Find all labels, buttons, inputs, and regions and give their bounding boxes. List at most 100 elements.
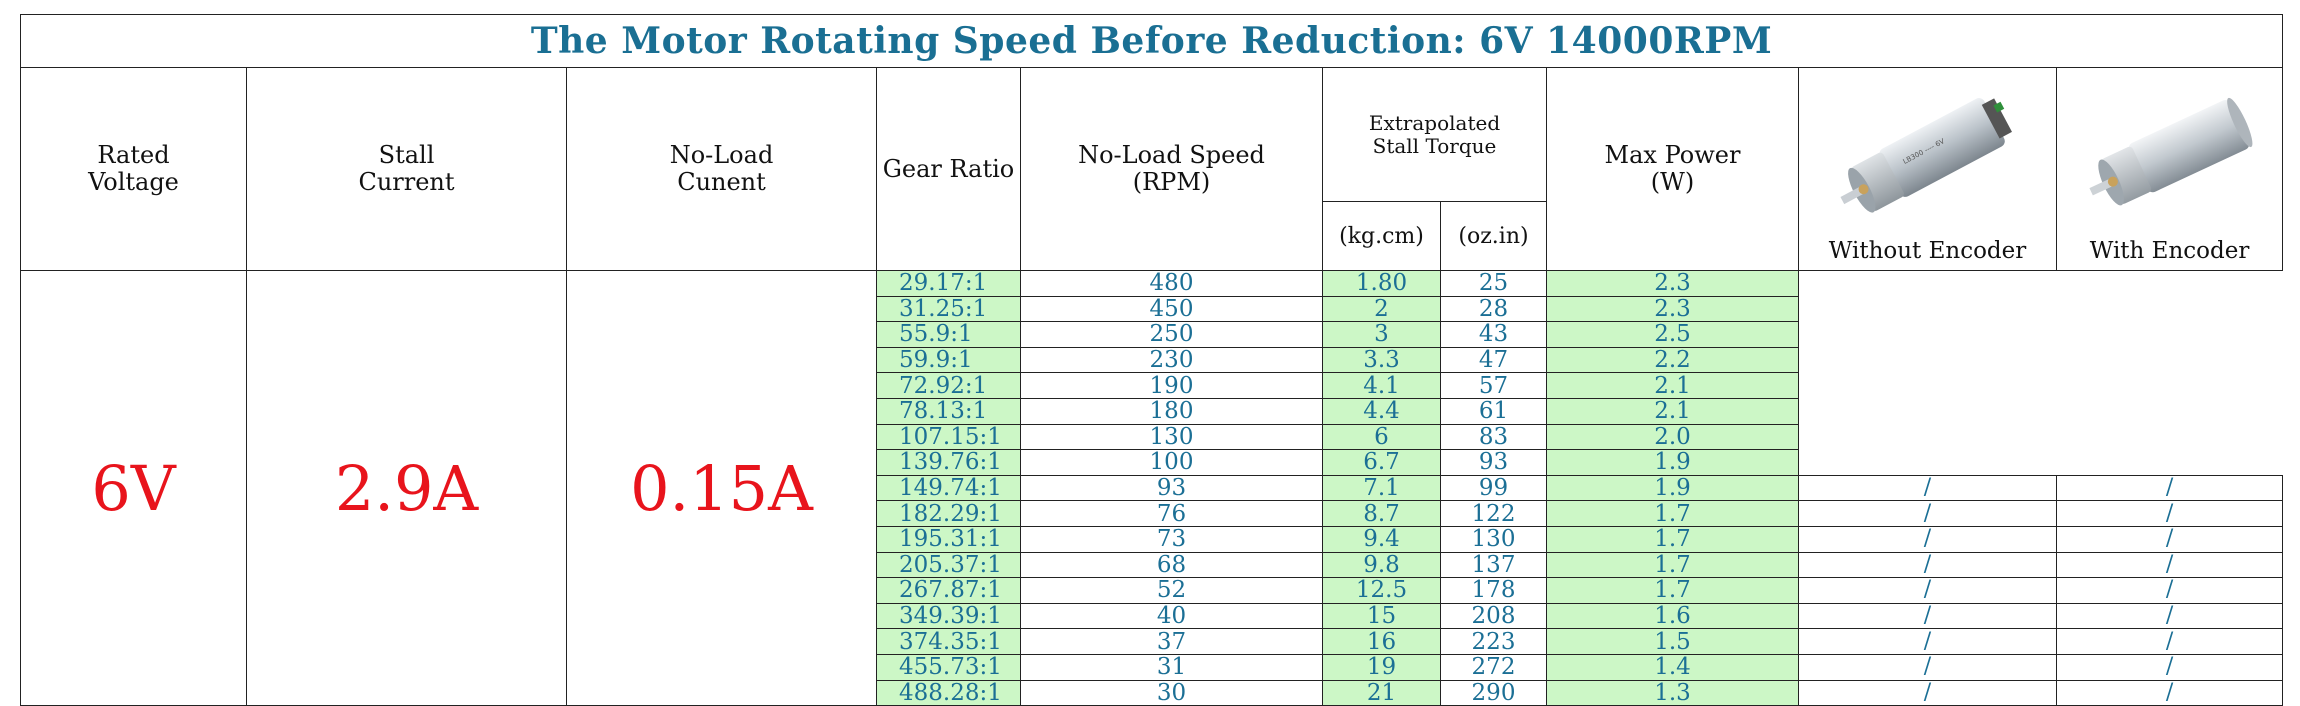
stall-torque-ozin-cell: 47 xyxy=(1440,346,1547,374)
stall-torque-kgcm-cell: 8.7 xyxy=(1322,500,1441,527)
stall-torque-ozin-cell: 43 xyxy=(1440,321,1547,348)
with-encoder-cell: / xyxy=(2055,474,2284,502)
no-load-speed-cell: 31 xyxy=(1020,653,1323,681)
table-row: 139.76:1 100 6.7 93 1.9 xyxy=(21,449,2283,476)
gear-ratio-cell: 374.35:1 xyxy=(876,628,1021,655)
stall-torque-ozin-cell: 178 xyxy=(1440,577,1547,604)
header-stall-current: Stall Current xyxy=(246,67,567,271)
gear-ratio-cell: 78.13:1 xyxy=(876,397,1021,425)
no-load-speed-cell: 100 xyxy=(1020,449,1323,476)
gear-ratio-cell: 59.9:1 xyxy=(876,346,1021,374)
no-load-speed-cell: 68 xyxy=(1020,551,1323,579)
gear-ratio-cell: 149.74:1 xyxy=(876,474,1021,502)
stall-torque-kgcm-cell: 9.4 xyxy=(1322,525,1441,553)
table-row: 72.92:1 190 4.1 57 2.1 xyxy=(21,372,2283,399)
max-power-cell: 1.9 xyxy=(1546,449,1799,476)
without-encoder-cell: / xyxy=(1798,474,2057,502)
max-power-cell: 1.7 xyxy=(1546,500,1799,527)
stall-torque-kgcm-cell: 3.3 xyxy=(1322,346,1441,374)
no-load-speed-cell: 450 xyxy=(1020,295,1323,323)
with-encoder-cell: / xyxy=(2055,577,2284,604)
spec-table-body: 6V 2.9A 0.15A 29.17:1 480 1.80 25 2.3 31.25:1 450… xyxy=(20,269,2284,706)
header-no-load-speed: No-Load Speed (RPM) xyxy=(1020,67,1323,271)
stall-torque-kgcm-cell: 12.5 xyxy=(1322,577,1441,604)
with-encoder-cell: / xyxy=(2055,679,2284,706)
max-power-cell: 2.0 xyxy=(1546,423,1799,451)
table-row: 107.15:1 130 6 83 2.0 xyxy=(21,423,2283,451)
table-row: 55.9:1 250 3 43 2.5 xyxy=(21,321,2283,348)
gear-ratio-cell: 205.37:1 xyxy=(876,551,1021,579)
spec-sheet: The Motor Rotating Speed Before Reductio… xyxy=(19,14,2284,706)
without-encoder-cell: / xyxy=(1798,551,2057,579)
without-encoder-cell: / xyxy=(1798,628,2057,655)
stall-torque-ozin-cell: 272 xyxy=(1440,653,1547,681)
stall-torque-ozin-cell: 83 xyxy=(1440,423,1547,451)
stall-torque-ozin-cell: 25 xyxy=(1440,270,1547,297)
gear-ratio-cell: 267.87:1 xyxy=(876,577,1021,604)
stall-torque-ozin-cell: 122 xyxy=(1440,500,1547,527)
gear-ratio-cell: 182.29:1 xyxy=(876,500,1021,527)
header-torque-kgcm: (kg.cm) xyxy=(1322,201,1441,271)
stall-torque-ozin-cell: 290 xyxy=(1440,679,1547,706)
header-max-power: Max Power (W) xyxy=(1546,67,1799,271)
max-power-cell: 1.4 xyxy=(1546,653,1799,681)
stall-current-value: 2.9A xyxy=(246,269,567,706)
table-row: 195.31:1 73 9.4 130 1.7// xyxy=(21,525,2284,553)
max-power-cell: 2.5 xyxy=(1546,321,1799,348)
no-load-current-value: 0.15A xyxy=(566,269,877,706)
stall-torque-kgcm-cell: 9.8 xyxy=(1322,551,1441,579)
with-encoder-cell: / xyxy=(2055,628,2284,655)
table-title: The Motor Rotating Speed Before Reductio… xyxy=(19,14,2284,68)
gear-ratio-cell: 488.28:1 xyxy=(876,679,1021,706)
without-encoder-cell: / xyxy=(1798,577,2057,604)
table-row: 6V 2.9A 0.15A 29.17:1 480 1.80 25 2.3 xyxy=(20,269,2283,706)
no-load-speed-cell: 52 xyxy=(1020,577,1323,604)
stall-torque-kgcm-cell: 19 xyxy=(1322,653,1441,681)
max-power-cell: 2.3 xyxy=(1546,295,1799,323)
with-encoder-cell: / xyxy=(2055,602,2284,630)
stall-torque-kgcm-cell: 16 xyxy=(1322,628,1441,655)
without-encoder-label: Without Encoder xyxy=(1828,238,2027,264)
with-encoder-cell: / xyxy=(2055,525,2284,553)
gear-ratio-cell: 349.39:1 xyxy=(876,602,1021,630)
max-power-cell: 1.7 xyxy=(1546,577,1799,604)
no-load-speed-cell: 93 xyxy=(1020,474,1323,502)
max-power-cell: 2.1 xyxy=(1546,372,1799,399)
stall-torque-kgcm-cell: 6 xyxy=(1322,423,1441,451)
gear-ratio-cell: 72.92:1 xyxy=(876,372,1021,399)
with-encoder-cell: / xyxy=(2055,551,2284,579)
gear-ratio-cell: 139.76:1 xyxy=(876,449,1021,476)
max-power-cell: 1.3 xyxy=(1546,679,1799,706)
stall-torque-kgcm-cell: 3 xyxy=(1322,321,1441,348)
motor-with-encoder-cell: With Encoder xyxy=(2055,67,2284,271)
header-torque-ozin: (oz.in) xyxy=(1440,201,1547,271)
without-encoder-cell: / xyxy=(1798,525,2057,553)
no-load-speed-cell: 180 xyxy=(1020,397,1323,425)
stall-torque-ozin-cell: 99 xyxy=(1440,474,1547,502)
table-row: 59.9:1 230 3.3 47 2.2 xyxy=(21,346,2283,374)
stall-torque-kgcm-cell: 4.4 xyxy=(1322,397,1441,425)
stall-torque-ozin-cell: 28 xyxy=(1440,295,1547,323)
gear-ratio-cell: 31.25:1 xyxy=(876,295,1021,323)
stall-torque-kgcm-cell: 7.1 xyxy=(1322,474,1441,502)
with-encoder-label: With Encoder xyxy=(2089,238,2250,264)
no-load-speed-cell: 30 xyxy=(1020,679,1323,706)
without-encoder-cell: / xyxy=(1798,602,2057,630)
no-load-speed-cell: 76 xyxy=(1020,500,1323,527)
table-row: 31.25:1 450 2 28 2.3 xyxy=(21,295,2283,323)
with-encoder-cell: / xyxy=(2055,500,2284,527)
without-encoder-cell: / xyxy=(1798,653,2057,681)
spec-table: The Motor Rotating Speed Before Reductio… xyxy=(19,14,2284,706)
stall-torque-kgcm-cell: 15 xyxy=(1322,602,1441,630)
max-power-cell: 1.9 xyxy=(1546,474,1799,502)
header-gear-ratio: Gear Ratio xyxy=(876,67,1021,271)
no-load-speed-cell: 230 xyxy=(1020,346,1323,374)
gear-ratio-cell: 55.9:1 xyxy=(876,321,1021,348)
header-rated-voltage: Rated Voltage xyxy=(20,67,247,271)
max-power-cell: 1.7 xyxy=(1546,525,1799,553)
table-row: 205.37:1 68 9.8 137 1.7// xyxy=(21,551,2284,579)
max-power-cell: 2.2 xyxy=(1546,346,1799,374)
motor-without-encoder-image: LB300 ---- 6V xyxy=(1839,98,2012,213)
no-load-speed-cell: 37 xyxy=(1020,628,1323,655)
gear-ratio-cell: 107.15:1 xyxy=(876,423,1021,451)
